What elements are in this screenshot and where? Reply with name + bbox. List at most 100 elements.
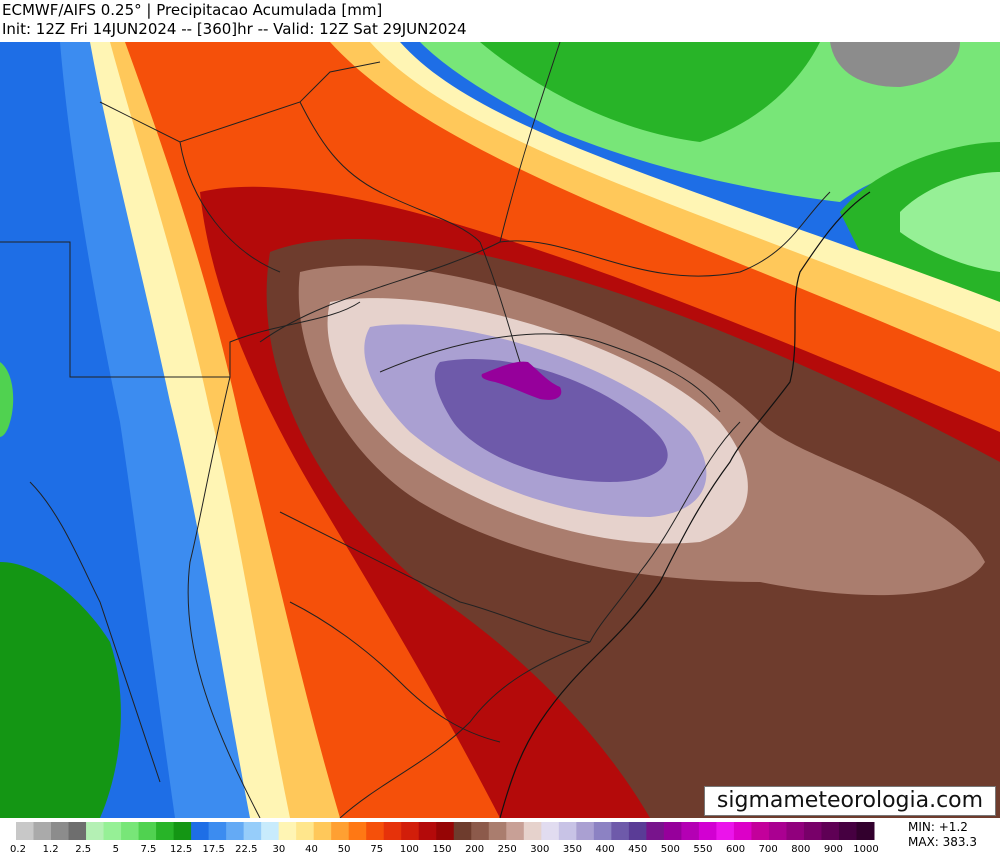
colorbar-swatch (68, 822, 87, 840)
border-line-5 (589, 421, 741, 643)
coastline (499, 191, 871, 818)
colorbar-swatch (786, 822, 805, 840)
colorbar-swatch (401, 822, 420, 840)
colorbar-tick-label: 12.5 (170, 844, 192, 854)
colorbar-tick-label: 450 (628, 844, 647, 854)
border-line-4 (379, 333, 721, 413)
header: ECMWF/AIFS 0.25° | Precipitacao Acumulad… (0, 0, 1000, 42)
colorbar-swatch (628, 822, 647, 840)
border-line-11 (479, 241, 521, 363)
colorbar-swatch (208, 822, 227, 840)
colorbar-swatch (733, 822, 752, 840)
colorbar-swatch (681, 822, 700, 840)
border-line-3 (259, 191, 831, 343)
colorbar-tick-label: 7.5 (141, 844, 157, 854)
colorbar-swatch (716, 822, 735, 840)
colorbar-tick-label: 100 (400, 844, 419, 854)
colorbar-swatch (33, 822, 52, 840)
colorbar-labels: 0.2 1.2 2.5 5 7.5 12.5 17.5 22.5 30 40 50 75 100 150 2… (10, 844, 879, 854)
colorbar-swatch (103, 822, 122, 840)
colorbar-tick-label: 800 (791, 844, 810, 854)
colorbar-swatch (418, 822, 437, 840)
colorbar-swatch (383, 822, 402, 840)
colorbar-swatch (86, 822, 105, 840)
max-row: MAX: 383.3 (908, 835, 977, 850)
min-max-box: MIN: +1.2 MAX: 383.3 (908, 820, 977, 850)
colorbar-tick-label: 17.5 (203, 844, 225, 854)
border-line-2 (187, 376, 261, 818)
colorbar-swatch (453, 822, 472, 840)
borders (0, 42, 831, 818)
colorbar-swatch (156, 822, 175, 840)
border-line-13 (289, 601, 501, 743)
map-title: ECMWF/AIFS 0.25° | Precipitacao Acumulad… (2, 1, 383, 19)
colorbar-tick-label: 200 (465, 844, 484, 854)
border-line-6 (339, 641, 591, 818)
colorbar-swatch (838, 822, 857, 840)
colorbar-tick-label: 150 (432, 844, 451, 854)
colorbar-swatch (611, 822, 630, 840)
colorbar-tick-label: 400 (596, 844, 615, 854)
colorbar-swatch (261, 822, 280, 840)
colorbar-tick-label: 0.2 (10, 844, 26, 854)
colorbar-swatch (821, 822, 840, 840)
border-line-9 (179, 141, 281, 273)
colorbar-swatch (348, 822, 367, 840)
colorbar: 0.2 1.2 2.5 5 7.5 12.5 17.5 22.5 30 40 50 75 100 150 2… (10, 822, 879, 854)
colorbar-swatch (471, 822, 490, 840)
colorbar-swatch (173, 822, 192, 840)
colorbar-swatch (138, 822, 157, 840)
west-green-patch (0, 562, 121, 818)
colorbar-tick-label: 600 (726, 844, 745, 854)
min-row: MIN: +1.2 (908, 820, 977, 835)
colorbar-tick-label: 50 (338, 844, 351, 854)
colorbar-swatch (523, 822, 542, 840)
colorbar-tick-label: 300 (530, 844, 549, 854)
colorbar-swatch (576, 822, 595, 840)
colorbar-swatch (751, 822, 770, 840)
colorbar-tick-label: 500 (661, 844, 680, 854)
gray-patch (830, 42, 960, 87)
colorbar-swatch (313, 822, 332, 840)
band-purple (434, 359, 668, 482)
colorbar-swatch (121, 822, 140, 840)
site-watermark: sigmameteorologia.com (704, 786, 996, 816)
colorbar-tick-label: 900 (824, 844, 843, 854)
colorbar-tick-label: 75 (370, 844, 383, 854)
colorbar-tick-label: 250 (498, 844, 517, 854)
colorbar-swatch (506, 822, 525, 840)
border-line-7 (279, 511, 591, 643)
colorbar-tick-label: 22.5 (235, 844, 257, 854)
colorbar-swatch (663, 822, 682, 840)
colorbar-tick-label: 30 (273, 844, 286, 854)
colorbar-tick-label: 1.2 (43, 844, 59, 854)
colorbar-swatch (51, 822, 70, 840)
border-line-8 (99, 61, 381, 143)
colorbar-swatch (331, 822, 350, 840)
run-info: Init: 12Z Fri 14JUN2024 -- [360]hr -- Va… (2, 20, 467, 38)
colorbar-swatch (16, 822, 35, 840)
min-label: MIN: (908, 820, 935, 834)
colorbar-tick-label: 350 (563, 844, 582, 854)
colorbar-swatch (191, 822, 210, 840)
colorbar-swatch (698, 822, 717, 840)
colorbar-swatch (366, 822, 385, 840)
max-precip-core (481, 361, 562, 400)
colorbar-swatch (646, 822, 665, 840)
colorbar-tick-label: 5 (113, 844, 119, 854)
border-line-12 (29, 481, 161, 783)
colorbar-swatch (803, 822, 822, 840)
colorbar-swatch (541, 822, 560, 840)
east-light-green (900, 172, 1000, 272)
colorbar-swatch (436, 822, 455, 840)
border-line-10 (299, 101, 481, 243)
colorbar-swatch (243, 822, 262, 840)
legend-footer: 0.2 1.2 2.5 5 7.5 12.5 17.5 22.5 30 40 50 75 100 150 2… (0, 818, 1000, 854)
colorbar-swatch (593, 822, 612, 840)
colorbar-tick-label: 2.5 (75, 844, 91, 854)
border-line-14 (499, 42, 561, 243)
max-value: 383.3 (942, 835, 978, 849)
west-light-green (0, 362, 14, 437)
colorbar-tick-label: 700 (759, 844, 778, 854)
colorbar-swatch (296, 822, 315, 840)
